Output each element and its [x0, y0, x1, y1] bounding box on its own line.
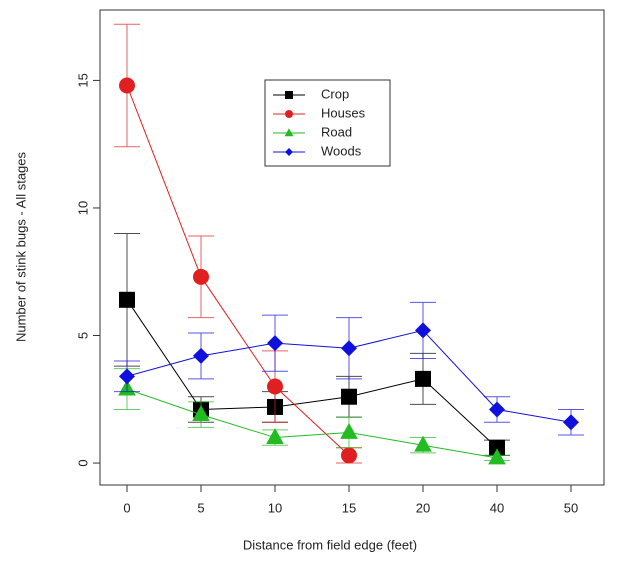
marker [193, 268, 209, 285]
marker [193, 347, 209, 364]
x-axis-label: Distance from field edge (feet) [243, 537, 417, 552]
marker [563, 414, 579, 431]
marker [489, 439, 505, 456]
y-axis-label: Number of stink bugs - All stages [13, 151, 28, 342]
x-tick-label: 15 [342, 500, 356, 515]
plot-frame [99, 9, 605, 486]
marker [488, 448, 506, 465]
legend-label: Houses [321, 105, 366, 120]
marker [415, 370, 431, 387]
legend-label: Woods [321, 143, 362, 158]
series-line [126, 388, 498, 459]
y-tick-label: 5 [75, 332, 90, 339]
marker [341, 340, 357, 357]
marker [267, 378, 283, 395]
marker [341, 388, 357, 405]
marker [284, 128, 294, 137]
y-tick-label: 15 [75, 73, 90, 87]
x-tick-label: 20 [416, 500, 430, 515]
marker [267, 335, 283, 352]
marker [415, 322, 431, 339]
marker [340, 422, 358, 439]
legend-label: Crop [321, 86, 349, 101]
x-tick-label: 0 [123, 500, 130, 515]
x-tick-label: 10 [268, 500, 282, 515]
marker [285, 148, 293, 156]
marker [119, 368, 135, 385]
x-tick-label: 50 [564, 500, 578, 515]
x-tick-label: 40 [490, 500, 504, 515]
marker [266, 427, 284, 444]
y-tick-label: 10 [75, 201, 90, 215]
series-line [126, 85, 350, 456]
marker [119, 291, 135, 308]
legend-label: Road [321, 124, 352, 139]
series-line [126, 299, 498, 449]
marker [119, 77, 135, 94]
y-tick-label: 0 [75, 459, 90, 466]
marker [489, 401, 505, 418]
marker [285, 110, 293, 118]
marker [285, 91, 293, 99]
marker [341, 447, 357, 464]
marker [192, 404, 210, 421]
marker [414, 435, 432, 452]
x-tick-label: 5 [197, 500, 204, 515]
